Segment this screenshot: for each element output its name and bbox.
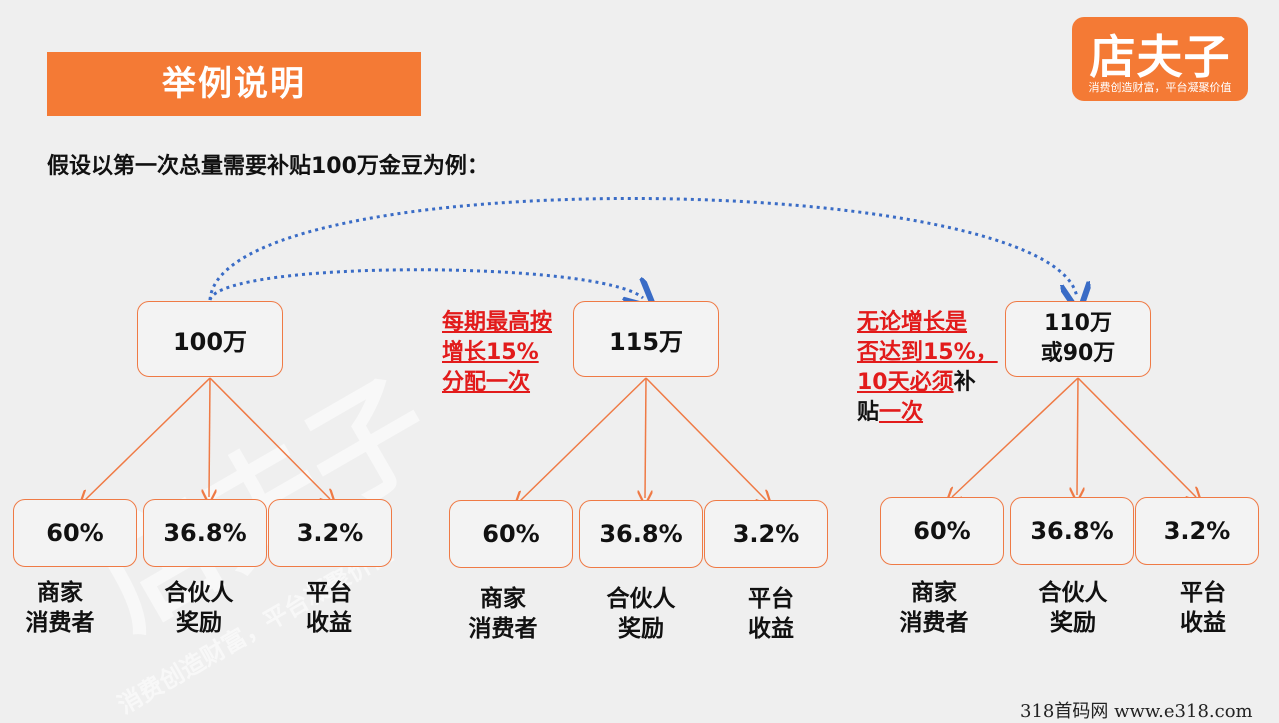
split-box-partner-1: 36.8% <box>143 499 267 567</box>
split-label-platform-3: 平台 收益 <box>1180 580 1226 636</box>
footer-watermark: 318首码网 www.e318.com <box>1020 701 1253 722</box>
arc-to-third <box>208 197 1077 300</box>
split-label-platform-1: 平台 收益 <box>306 580 352 636</box>
split-box-platform-1: 3.2% <box>268 499 392 567</box>
split-label-partner-1: 合伙人 奖励 <box>164 580 234 636</box>
split-box-platform-3: 3.2% <box>1135 497 1259 565</box>
split-box-platform-2: 3.2% <box>704 500 828 568</box>
page-title: 举例说明 <box>162 64 306 104</box>
split-box-merchant-1: 60% <box>13 499 137 567</box>
logo-name: 店夫子 <box>1089 30 1231 84</box>
logo-slogan: 消费创造财富，平台凝聚价值 <box>1088 81 1232 94</box>
brand-logo: 店夫子 消费创造财富，平台凝聚价值 <box>1072 17 1248 101</box>
subtitle: 假设以第一次总量需要补贴100万金豆为例： <box>47 154 489 179</box>
split-box-merchant-2: 60% <box>449 500 573 568</box>
split-box-partner-2: 36.8% <box>579 500 703 568</box>
arc-to-second <box>208 268 643 300</box>
split-box-merchant-3: 60% <box>880 497 1004 565</box>
total-box-1: 100万 <box>137 301 283 377</box>
split-label-partner-3: 合伙人 奖励 <box>1038 580 1108 636</box>
split-label-merchant-2: 商家 消费者 <box>468 586 538 642</box>
split-label-platform-2: 平台 收益 <box>748 586 794 642</box>
split-label-merchant-3: 商家 消费者 <box>899 580 969 636</box>
split-box-partner-3: 36.8% <box>1010 497 1134 565</box>
total-box-3: 110万 或90万 <box>1005 301 1151 377</box>
split-label-partner-2: 合伙人 奖励 <box>606 586 676 642</box>
title-banner: 举例说明 <box>47 52 421 116</box>
note-growth-cap: 每期最高按 增长15% 分配一次 <box>442 310 553 395</box>
total-box-2: 115万 <box>573 301 719 377</box>
note-ten-day-subsidy: 无论增长是 否达到15%， 10天必须补 贴一次 <box>857 310 998 425</box>
split-label-merchant-1: 商家 消费者 <box>25 580 95 636</box>
